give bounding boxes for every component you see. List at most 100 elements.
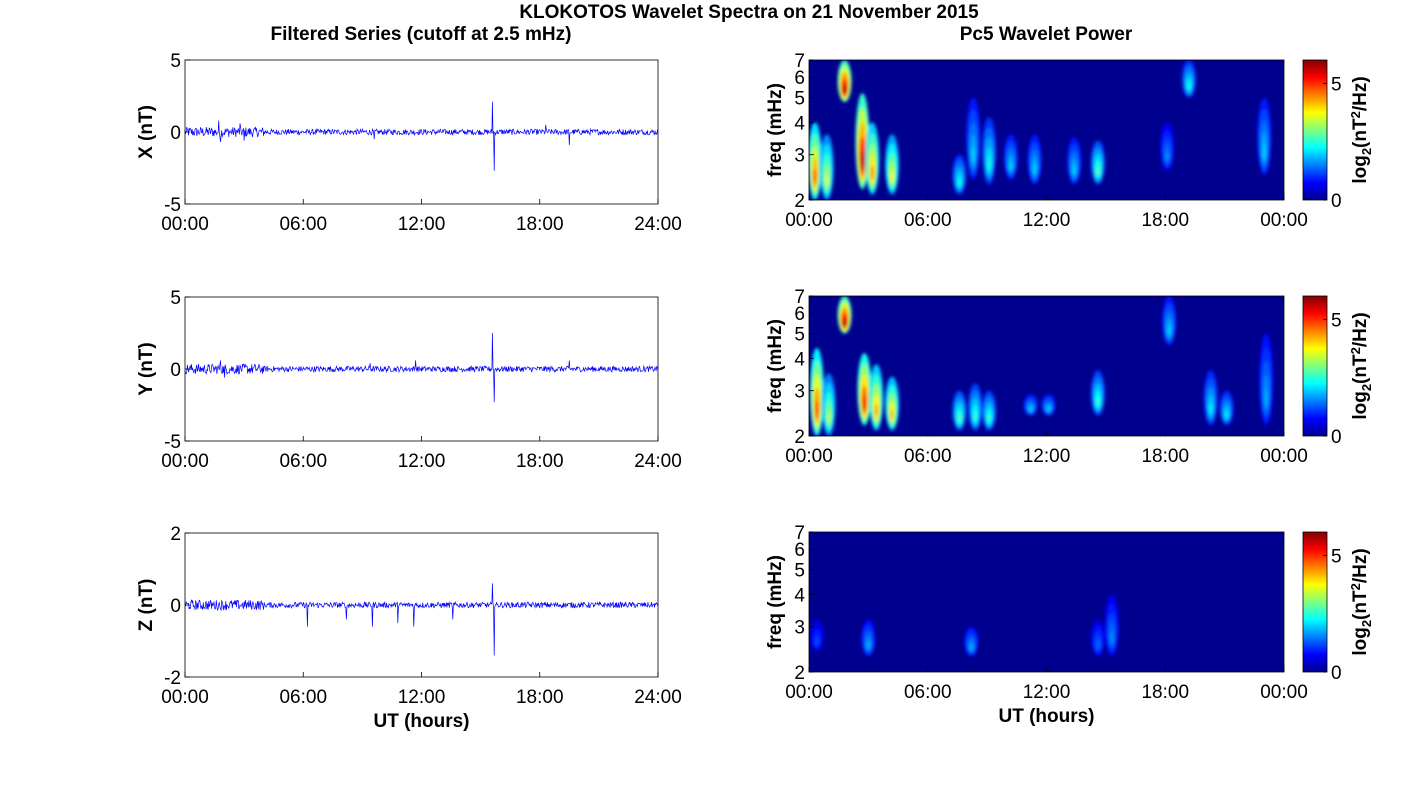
z-colorbar-tick-label: 5 bbox=[1331, 546, 1342, 567]
z-colorbar-label-part: /Hz) bbox=[1350, 548, 1371, 583]
y-power-blob bbox=[1264, 388, 1268, 407]
x-power-blob bbox=[870, 165, 874, 181]
z-freq-tick-label: 3 bbox=[794, 618, 805, 639]
z-spectrum-blobs bbox=[809, 594, 1119, 657]
z-x-tick-label: 00:00 bbox=[161, 687, 209, 708]
z-freq-tick-label: 4 bbox=[794, 586, 805, 607]
y-spectrum-blobs bbox=[809, 296, 1274, 436]
y-colorbar bbox=[1302, 295, 1328, 437]
x-x-tick-label: 18:00 bbox=[516, 214, 564, 235]
x-power-blob bbox=[843, 85, 847, 94]
x-time-tick-label: 00:00 bbox=[785, 210, 833, 231]
x-x-tick-label: 06:00 bbox=[279, 214, 327, 235]
x-y-axis-label: X (nT) bbox=[136, 105, 157, 159]
x-spectrum-background bbox=[809, 60, 1284, 200]
z-spectrum-background bbox=[809, 532, 1284, 672]
z-time-tick-label: 00:00 bbox=[785, 682, 833, 703]
x-colorbar-label-part: (nT bbox=[1350, 118, 1371, 148]
right-column-title: Pc5 Wavelet Power bbox=[960, 24, 1133, 45]
z-time-tick-label: 00:00 bbox=[1260, 682, 1308, 703]
x-time-tick-label: 06:00 bbox=[904, 210, 952, 231]
x-freq-axis-label: freq (mHz) bbox=[765, 83, 786, 177]
x-time-tick-label: 18:00 bbox=[1141, 210, 1189, 231]
z-x-tick-label: 12:00 bbox=[398, 687, 446, 708]
y-x-tick-label: 06:00 bbox=[279, 451, 327, 472]
z-freq-tick-label: 6 bbox=[794, 540, 805, 561]
y-time-tick-label: 12:00 bbox=[1023, 446, 1071, 467]
y-colorbar-label-part: /Hz) bbox=[1350, 312, 1371, 347]
z-colorbar-label-part: log bbox=[1350, 627, 1371, 656]
x-time-tick-label: 12:00 bbox=[1023, 210, 1071, 231]
y-power-blob bbox=[1046, 407, 1050, 412]
x-power-blob bbox=[890, 170, 894, 183]
y-power-blob bbox=[1167, 325, 1171, 336]
x-colorbar-tick-label: 5 bbox=[1331, 74, 1342, 95]
y-colorbar-label-part: 2 bbox=[1348, 347, 1363, 354]
x-power-blob bbox=[1165, 151, 1169, 162]
y-colorbar-tick-label: 0 bbox=[1331, 427, 1342, 448]
y-y-tick-label: -5 bbox=[164, 432, 181, 453]
x-series-panel: 5 0 -500:00 06:00 12:00 18:00 24:00 X (nT) bbox=[136, 51, 682, 235]
z-colorbar-tick-label: 0 bbox=[1331, 663, 1342, 684]
x-freq-tick-label: 7 bbox=[794, 51, 805, 72]
z-colorbar-label-part: 2 bbox=[1348, 583, 1363, 590]
x-x-tick-label: 24:00 bbox=[634, 214, 682, 235]
y-x-tick-label: 18:00 bbox=[516, 451, 564, 472]
z-time-axis-label: UT (hours) bbox=[998, 706, 1094, 727]
x-y-tick-label: -5 bbox=[164, 195, 181, 216]
x-time-tick-label: 00:00 bbox=[1260, 210, 1308, 231]
z-power-blob bbox=[866, 641, 870, 650]
z-power-blob bbox=[969, 644, 973, 651]
y-power-blob bbox=[1029, 407, 1033, 412]
z-x-tick-label: 24:00 bbox=[634, 687, 682, 708]
y-colorbar-label-part: (nT bbox=[1350, 354, 1371, 384]
z-trace-line bbox=[184, 583, 659, 656]
x-y-tick-label: 5 bbox=[170, 51, 181, 72]
y-power-blob bbox=[1225, 411, 1229, 419]
x-colorbar-tick-label: 0 bbox=[1331, 191, 1342, 212]
z-colorbar bbox=[1302, 531, 1328, 673]
z-freq-tick-label: 7 bbox=[794, 523, 805, 544]
z-freq-tick-label: 5 bbox=[794, 561, 805, 582]
left-column-title: Filtered Series (cutoff at 2.5 mHz) bbox=[271, 24, 572, 45]
z-colorbar-label-part: 2 bbox=[1359, 620, 1374, 627]
z-x-tick-label: 06:00 bbox=[279, 687, 327, 708]
z-series-panel: 2 0 -200:00 06:00 12:00 18:00 24:00 Z (nT) UT (h… bbox=[136, 524, 682, 732]
y-power-blob bbox=[815, 400, 819, 419]
x-power-blob bbox=[987, 157, 991, 171]
y-freq-tick-label: 4 bbox=[794, 350, 805, 371]
z-colorbar-label: log2(nT2/Hz) bbox=[1348, 548, 1374, 655]
y-power-blob bbox=[987, 414, 991, 423]
z-x-axis-label: UT (hours) bbox=[373, 711, 469, 732]
y-x-tick-label: 24:00 bbox=[634, 451, 682, 472]
x-power-blob bbox=[957, 178, 961, 187]
x-freq-tick-label: 5 bbox=[794, 89, 805, 110]
x-spectrum-blobs bbox=[809, 60, 1272, 200]
x-y-tick-label: 0 bbox=[170, 123, 181, 144]
y-time-tick-label: 00:00 bbox=[785, 446, 833, 467]
z-freq-axis-label: freq (mHz) bbox=[765, 555, 786, 649]
x-freq-tick-label: 4 bbox=[794, 114, 805, 135]
y-power-blob bbox=[973, 411, 977, 422]
z-x-tick-label: 18:00 bbox=[516, 687, 564, 708]
x-power-blob bbox=[1072, 165, 1076, 175]
y-colorbar-label: log2(nT2/Hz) bbox=[1348, 312, 1374, 419]
y-power-blob bbox=[827, 410, 831, 424]
x-colorbar-label-part: 2 bbox=[1359, 148, 1374, 155]
x-power-blob bbox=[1009, 161, 1013, 171]
z-y-tick-label: 2 bbox=[170, 524, 181, 545]
x-colorbar bbox=[1302, 59, 1328, 201]
figure-title: KLOKOTOS Wavelet Spectra on 21 November … bbox=[519, 2, 979, 23]
x-power-blob bbox=[1096, 166, 1100, 176]
y-colorbar-tick-label: 5 bbox=[1331, 310, 1342, 331]
y-time-tick-label: 00:00 bbox=[1260, 446, 1308, 467]
z-time-tick-label: 12:00 bbox=[1023, 682, 1071, 703]
x-power-blob bbox=[971, 146, 975, 164]
z-time-tick-label: 06:00 bbox=[904, 682, 952, 703]
y-x-tick-label: 00:00 bbox=[161, 451, 209, 472]
x-colorbar-label-part: /Hz) bbox=[1350, 76, 1371, 111]
